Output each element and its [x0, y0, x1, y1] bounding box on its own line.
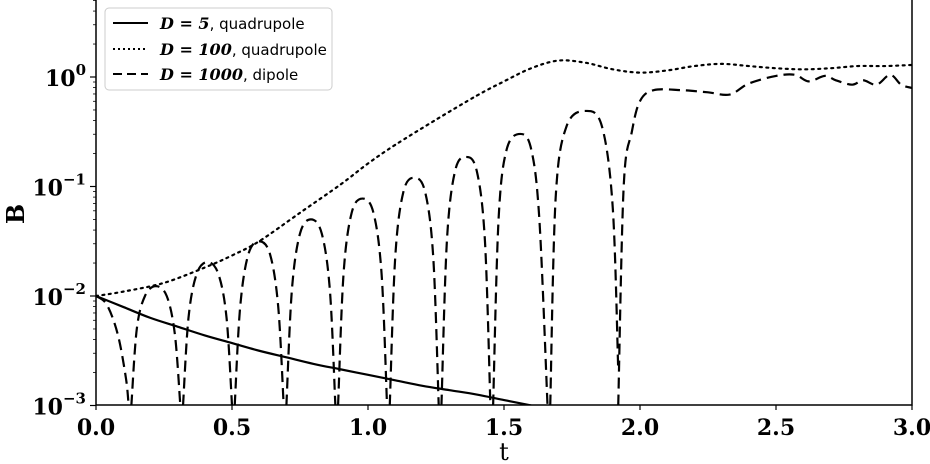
series-line-solid: [96, 294, 532, 405]
legend: D = 5, quadrupole D = 100, quadrupole D …: [104, 7, 333, 91]
x-axis-ticks: 0.0 0.5 1.0 1.5 2.0 2.5 3.0: [77, 405, 930, 441]
y-tick-label: 10−3: [32, 390, 86, 421]
x-tick-label: 1.0: [349, 415, 387, 441]
series-line-dashed: [96, 295, 130, 405]
x-tick-label: 1.5: [485, 415, 523, 441]
series-line-dashed: [285, 218, 337, 405]
y-tick-label: 10−2: [32, 280, 86, 311]
x-tick-label: 2.5: [757, 415, 795, 441]
x-tick-label: 2.0: [621, 415, 659, 441]
legend-box: [104, 7, 333, 91]
y-tick-label: 10−1: [32, 171, 86, 202]
series-line-dashed: [233, 240, 285, 405]
x-tick-label: 3.0: [893, 415, 930, 441]
x-axis-label: t: [499, 438, 509, 464]
x-tick-label: 0.0: [77, 415, 115, 441]
series-line-dashed: [388, 176, 440, 405]
legend-entry-1: D = 5, quadrupole: [159, 14, 305, 33]
y-axis-ticks: 100 10−1 10−2 10−3: [32, 0, 96, 421]
series-line-dashed: [130, 285, 182, 405]
series-line-dashed: [181, 260, 234, 405]
series-line-dashed: [549, 109, 620, 405]
legend-entry-3: D = 1000, dipole: [159, 65, 298, 84]
series-line-dashed: [440, 155, 492, 405]
series-line-dashed: [336, 197, 389, 405]
series-line-dashed: [492, 132, 549, 405]
series-layer: [96, 59, 912, 405]
y-tick-label: 100: [45, 61, 86, 92]
y-axis-label: B: [1, 204, 30, 224]
series-line-dotted: [96, 59, 912, 298]
series-line-dashed: [617, 73, 912, 405]
x-tick-label: 0.5: [213, 415, 251, 441]
legend-entry-2: D = 100, quadrupole: [159, 40, 327, 59]
